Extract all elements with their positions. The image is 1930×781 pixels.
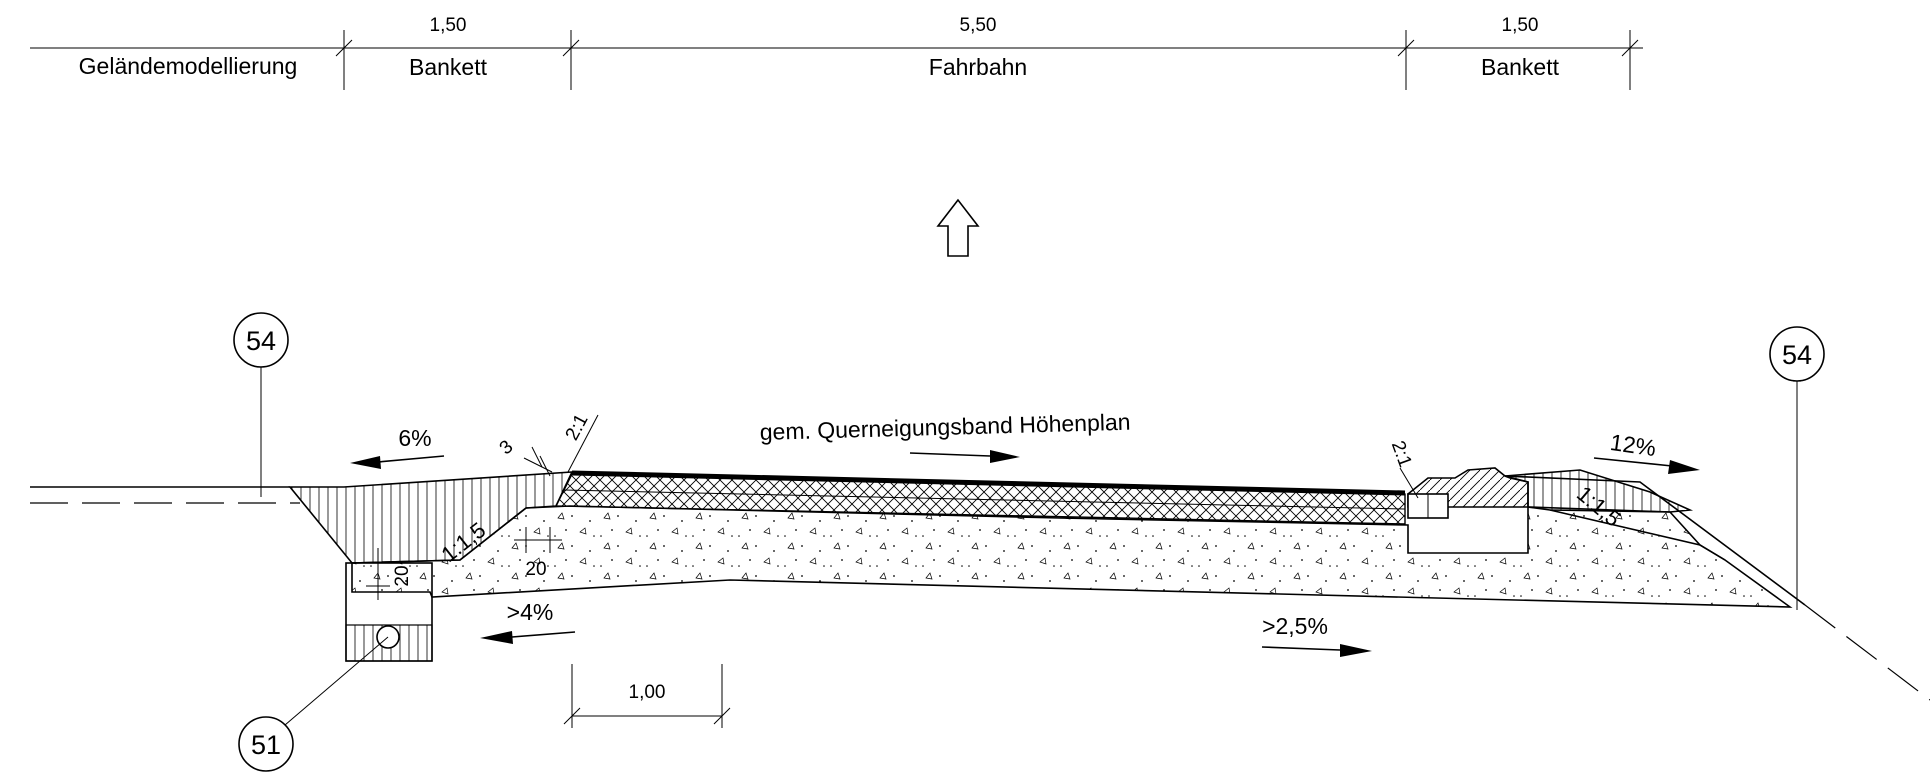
dim-20-step: 20 (514, 527, 562, 580)
slope-arrow-left (350, 456, 381, 469)
dimension-bar: Geländemodellierung 1,50 Bankett 5,50 Fa… (30, 15, 1643, 90)
crossfall-note: gem. Querneigungsband Höhenplan (759, 409, 1130, 445)
svg-text:20: 20 (525, 559, 546, 580)
slope-right-bankett: 12% (1609, 429, 1658, 461)
right-bankett (1407, 467, 1806, 606)
slope-subgrade-right: >2,5% (1262, 613, 1328, 639)
dim-label-bankett-right: Bankett (1481, 54, 1560, 80)
svg-text:1,00: 1,00 (629, 682, 666, 703)
subgrade-arrow-left (480, 631, 513, 644)
edge-ratio-leader-left (567, 414, 599, 473)
svg-text:54: 54 (246, 326, 276, 356)
svg-text:54: 54 (1782, 340, 1812, 370)
dim-value-fahrbahn: 5,50 (960, 15, 997, 36)
svg-text:3: 3 (496, 436, 518, 459)
crossfall-arrow (909, 452, 991, 457)
asphalt-layer-divider (563, 489, 1406, 510)
edge-ratio-left: 2:1 (562, 411, 593, 444)
marker-54-left: 54 (233, 312, 289, 497)
dim-3-marker: 3 (496, 436, 553, 477)
dim-value-bankett-left: 1,50 (430, 15, 467, 36)
marker-54-right: 54 (1769, 326, 1825, 610)
slope-left-bankett: 6% (398, 425, 431, 451)
dim-20-trench: 20 (366, 548, 413, 600)
svg-text:20: 20 (392, 565, 413, 586)
dim-label-bankett-left: Bankett (409, 54, 488, 80)
drainage-trench (345, 562, 433, 662)
subgrade-arrow-right (1340, 644, 1372, 657)
slope-arrow-right (1668, 460, 1700, 474)
frost-protection-layer (351, 505, 1793, 608)
scale-bar: 1,00 (563, 664, 731, 728)
dim-label-fahrbahn: Fahrbahn (929, 54, 1027, 80)
edge-ratio-leader-right (1399, 467, 1419, 499)
slope-subgrade-left: >4% (507, 599, 554, 625)
dim-value-bankett-right: 1,50 (1502, 15, 1539, 36)
direction-arrow-icon (936, 198, 980, 257)
existing-ground-line (30, 502, 1930, 701)
dim-label-gelaende: Geländemodellierung (79, 53, 298, 79)
marker-51-drain: 51 (238, 636, 389, 772)
asphalt-surface-course (571, 470, 1406, 496)
edge-ratio-right: 2:1 (1387, 438, 1416, 470)
svg-text:51: 51 (251, 730, 281, 760)
